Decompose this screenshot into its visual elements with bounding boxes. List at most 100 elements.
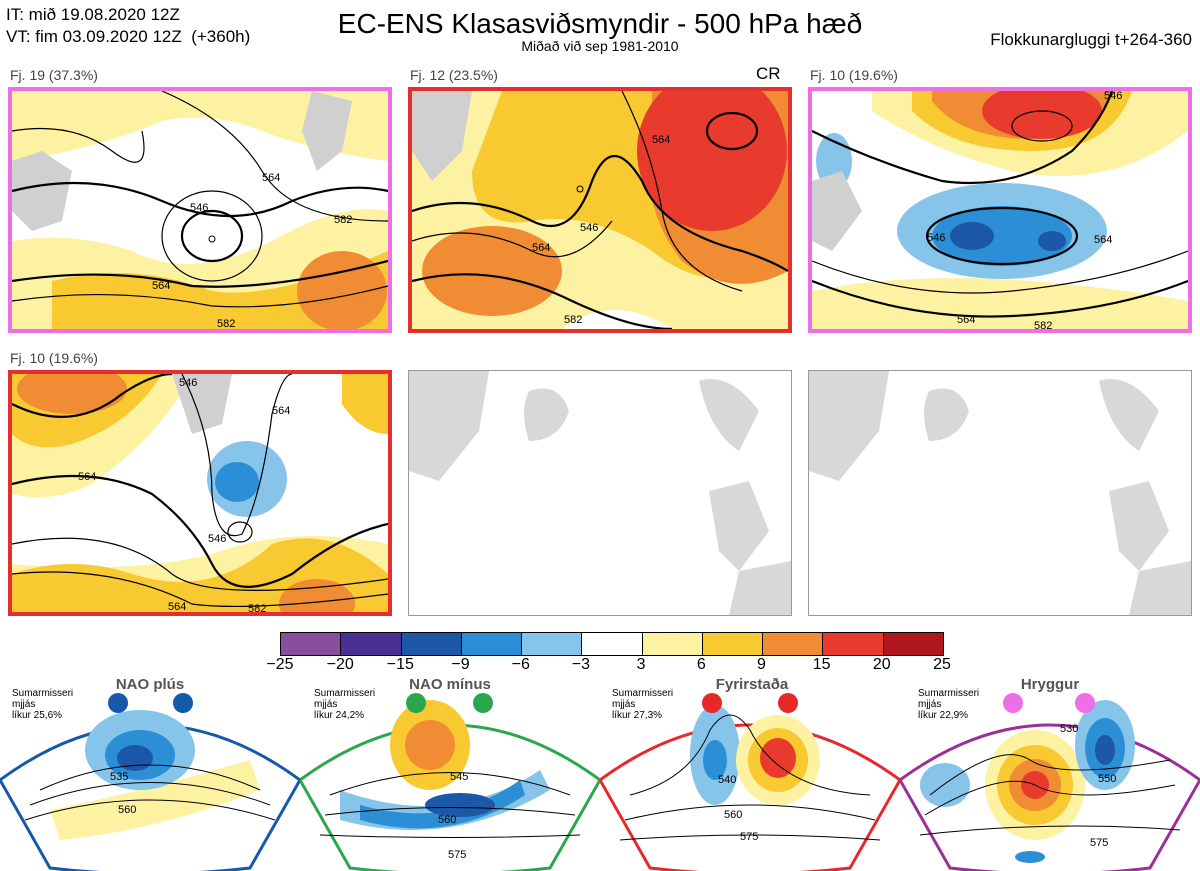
regimes-row: Sumarmisseri mjjás líkur 25,6% NAO plús 53… — [0, 676, 1200, 871]
regime-nao-minus: Sumarmisseri mjjás líkur 24,2% NAO mínus 5… — [300, 676, 600, 871]
anomaly-positive — [12, 91, 388, 161]
contour-label: 582 — [248, 603, 266, 612]
colorbar-swatch — [401, 633, 462, 655]
panel-1-map: 546 564 582 564 582 — [12, 91, 388, 329]
colorbar-tick: −15 — [386, 656, 414, 673]
anomaly-strong — [17, 374, 127, 414]
regime-map: 545 560 575 — [300, 693, 600, 871]
land — [412, 91, 472, 181]
land — [812, 171, 862, 251]
contour-label: 560 — [438, 814, 456, 826]
colorbar-tick: −9 — [451, 656, 470, 673]
regime-info: Sumarmisseri mjjás líkur 27,3% — [612, 688, 674, 721]
anomaly-negative — [215, 462, 259, 502]
contour-label: 564 — [152, 280, 170, 292]
initial-time: IT: mið 19.08.2020 12Z — [6, 5, 180, 24]
contour-label: 564 — [652, 134, 670, 146]
regime-ridge: Sumarmisseri mjjás líkur 22,9% Hryggur 530… — [900, 676, 1200, 871]
anomaly-strong-negative — [1038, 231, 1066, 251]
contour-label: 564 — [272, 405, 290, 417]
panel-5-map — [409, 371, 791, 615]
contour-label: 575 — [740, 831, 758, 843]
anomaly-positive — [342, 374, 388, 434]
empty-panel-6 — [808, 370, 1192, 616]
contour-label: 546 — [208, 533, 226, 545]
page-subtitle: Miðað við sep 1981-2010 — [521, 38, 679, 54]
panel-4-map: 546 564 546 564 564 582 — [12, 374, 388, 612]
colorbar-swatch — [823, 633, 884, 655]
contour-label: 546 — [179, 377, 197, 389]
colorbar-tick: −3 — [571, 656, 591, 673]
panel-4-label: Fj. 10 (19.6%) — [10, 350, 98, 366]
contour-label: 546 — [190, 202, 208, 214]
contour-label: 564 — [78, 471, 96, 483]
anomaly-strong — [297, 251, 387, 329]
contour-label: 550 — [1098, 773, 1116, 785]
land — [172, 374, 232, 434]
contour-label: 564 — [1094, 234, 1112, 246]
contour-label: 535 — [110, 771, 128, 783]
contour-label: 540 — [718, 774, 736, 786]
colorbar-swatch — [763, 633, 824, 655]
contour-label: 546 — [1104, 91, 1122, 102]
regime-map: 535 560 — [0, 693, 300, 871]
panel-3-label: Fj. 10 (19.6%) — [810, 67, 898, 83]
land — [302, 91, 352, 171]
panel-2-badge: CR — [756, 64, 781, 83]
colorbar-swatch — [522, 633, 583, 655]
anomaly-strong — [422, 226, 562, 316]
colorbar-tick: −25 — [266, 656, 294, 673]
colorbar-tick: 15 — [812, 656, 831, 673]
colorbar-ticks: −25 −20 −15 −9 −6 −3 3 6 9 15 20 25 — [260, 656, 962, 676]
regime-map: 530 550 575 — [900, 693, 1200, 871]
colorbar-tick: 9 — [757, 656, 766, 673]
regime-info: Sumarmisseri mjjás líkur 24,2% — [314, 688, 376, 721]
header-times: IT: mið 19.08.2020 12Z VT: fim 03.09.2020… — [6, 4, 250, 48]
cluster-panel-2[interactable]: 546 564 564 582 — [408, 87, 792, 333]
page-title: EC-ENS Klasasviðsmyndir - 500 hPa hæð — [337, 8, 863, 39]
regime-blocking: Sumarmisseri mjjás líkur 27,3% Fyrirstaða … — [600, 676, 900, 871]
anomaly-max — [637, 91, 787, 231]
contour-label: 575 — [1090, 837, 1108, 849]
panel-3-map: 546 546 564 564 582 — [812, 91, 1188, 329]
panel-2-label: Fj. 12 (23.5%) — [410, 67, 498, 83]
classification-window: Flokkunargluggi t+264-360 — [990, 30, 1192, 49]
contour-label: 582 — [1034, 320, 1052, 329]
colorbar-swatch — [461, 633, 523, 655]
contour-label: 582 — [217, 318, 235, 329]
contour-label: 545 — [450, 771, 468, 783]
contour-label: 582 — [334, 214, 352, 226]
anomaly-positive — [812, 278, 1188, 329]
colorbar-swatch — [702, 633, 764, 655]
empty-panel-5 — [408, 370, 792, 616]
colorbar-tick: 25 — [933, 656, 951, 673]
colorbar-tick: 20 — [872, 656, 891, 673]
panel-2-map: 546 564 564 582 — [412, 91, 788, 329]
contour-label: 546 — [580, 222, 598, 234]
contour-label: 560 — [724, 809, 742, 821]
colorbar-tick: 3 — [636, 656, 646, 673]
contour-label: 564 — [532, 242, 550, 254]
contour-label: 575 — [448, 849, 466, 861]
colorbar-tick: −20 — [326, 656, 354, 673]
regime-title: Hryggur — [1020, 676, 1080, 693]
cluster-panel-4[interactable]: 546 564 546 564 564 582 — [8, 370, 392, 616]
regime-info: Sumarmisseri mjjás líkur 25,6% — [12, 688, 74, 721]
panel-6-map — [809, 371, 1191, 615]
colorbar-swatch — [642, 633, 703, 655]
cluster-panel-3[interactable]: 546 546 564 564 582 — [808, 87, 1192, 333]
contour-label: 564 — [957, 314, 975, 326]
contour-label: 560 — [118, 804, 136, 816]
contour-label: 564 — [168, 601, 186, 612]
contour-label: 530 — [1060, 723, 1078, 735]
contour-label: 564 — [262, 172, 280, 184]
anomaly-strong-negative — [950, 222, 994, 250]
cluster-panel-1[interactable]: 546 564 582 564 582 — [8, 87, 392, 333]
regime-title: NAO mínus — [409, 676, 491, 693]
regime-nao-plus: Sumarmisseri mjjás líkur 25,6% NAO plús 53… — [0, 676, 300, 871]
colorbar-swatch — [281, 633, 342, 655]
panel-1-label: Fj. 19 (37.3%) — [10, 67, 98, 83]
colorbar-tick: −6 — [511, 656, 530, 673]
regime-title: NAO plús — [115, 676, 185, 693]
land — [12, 151, 72, 231]
